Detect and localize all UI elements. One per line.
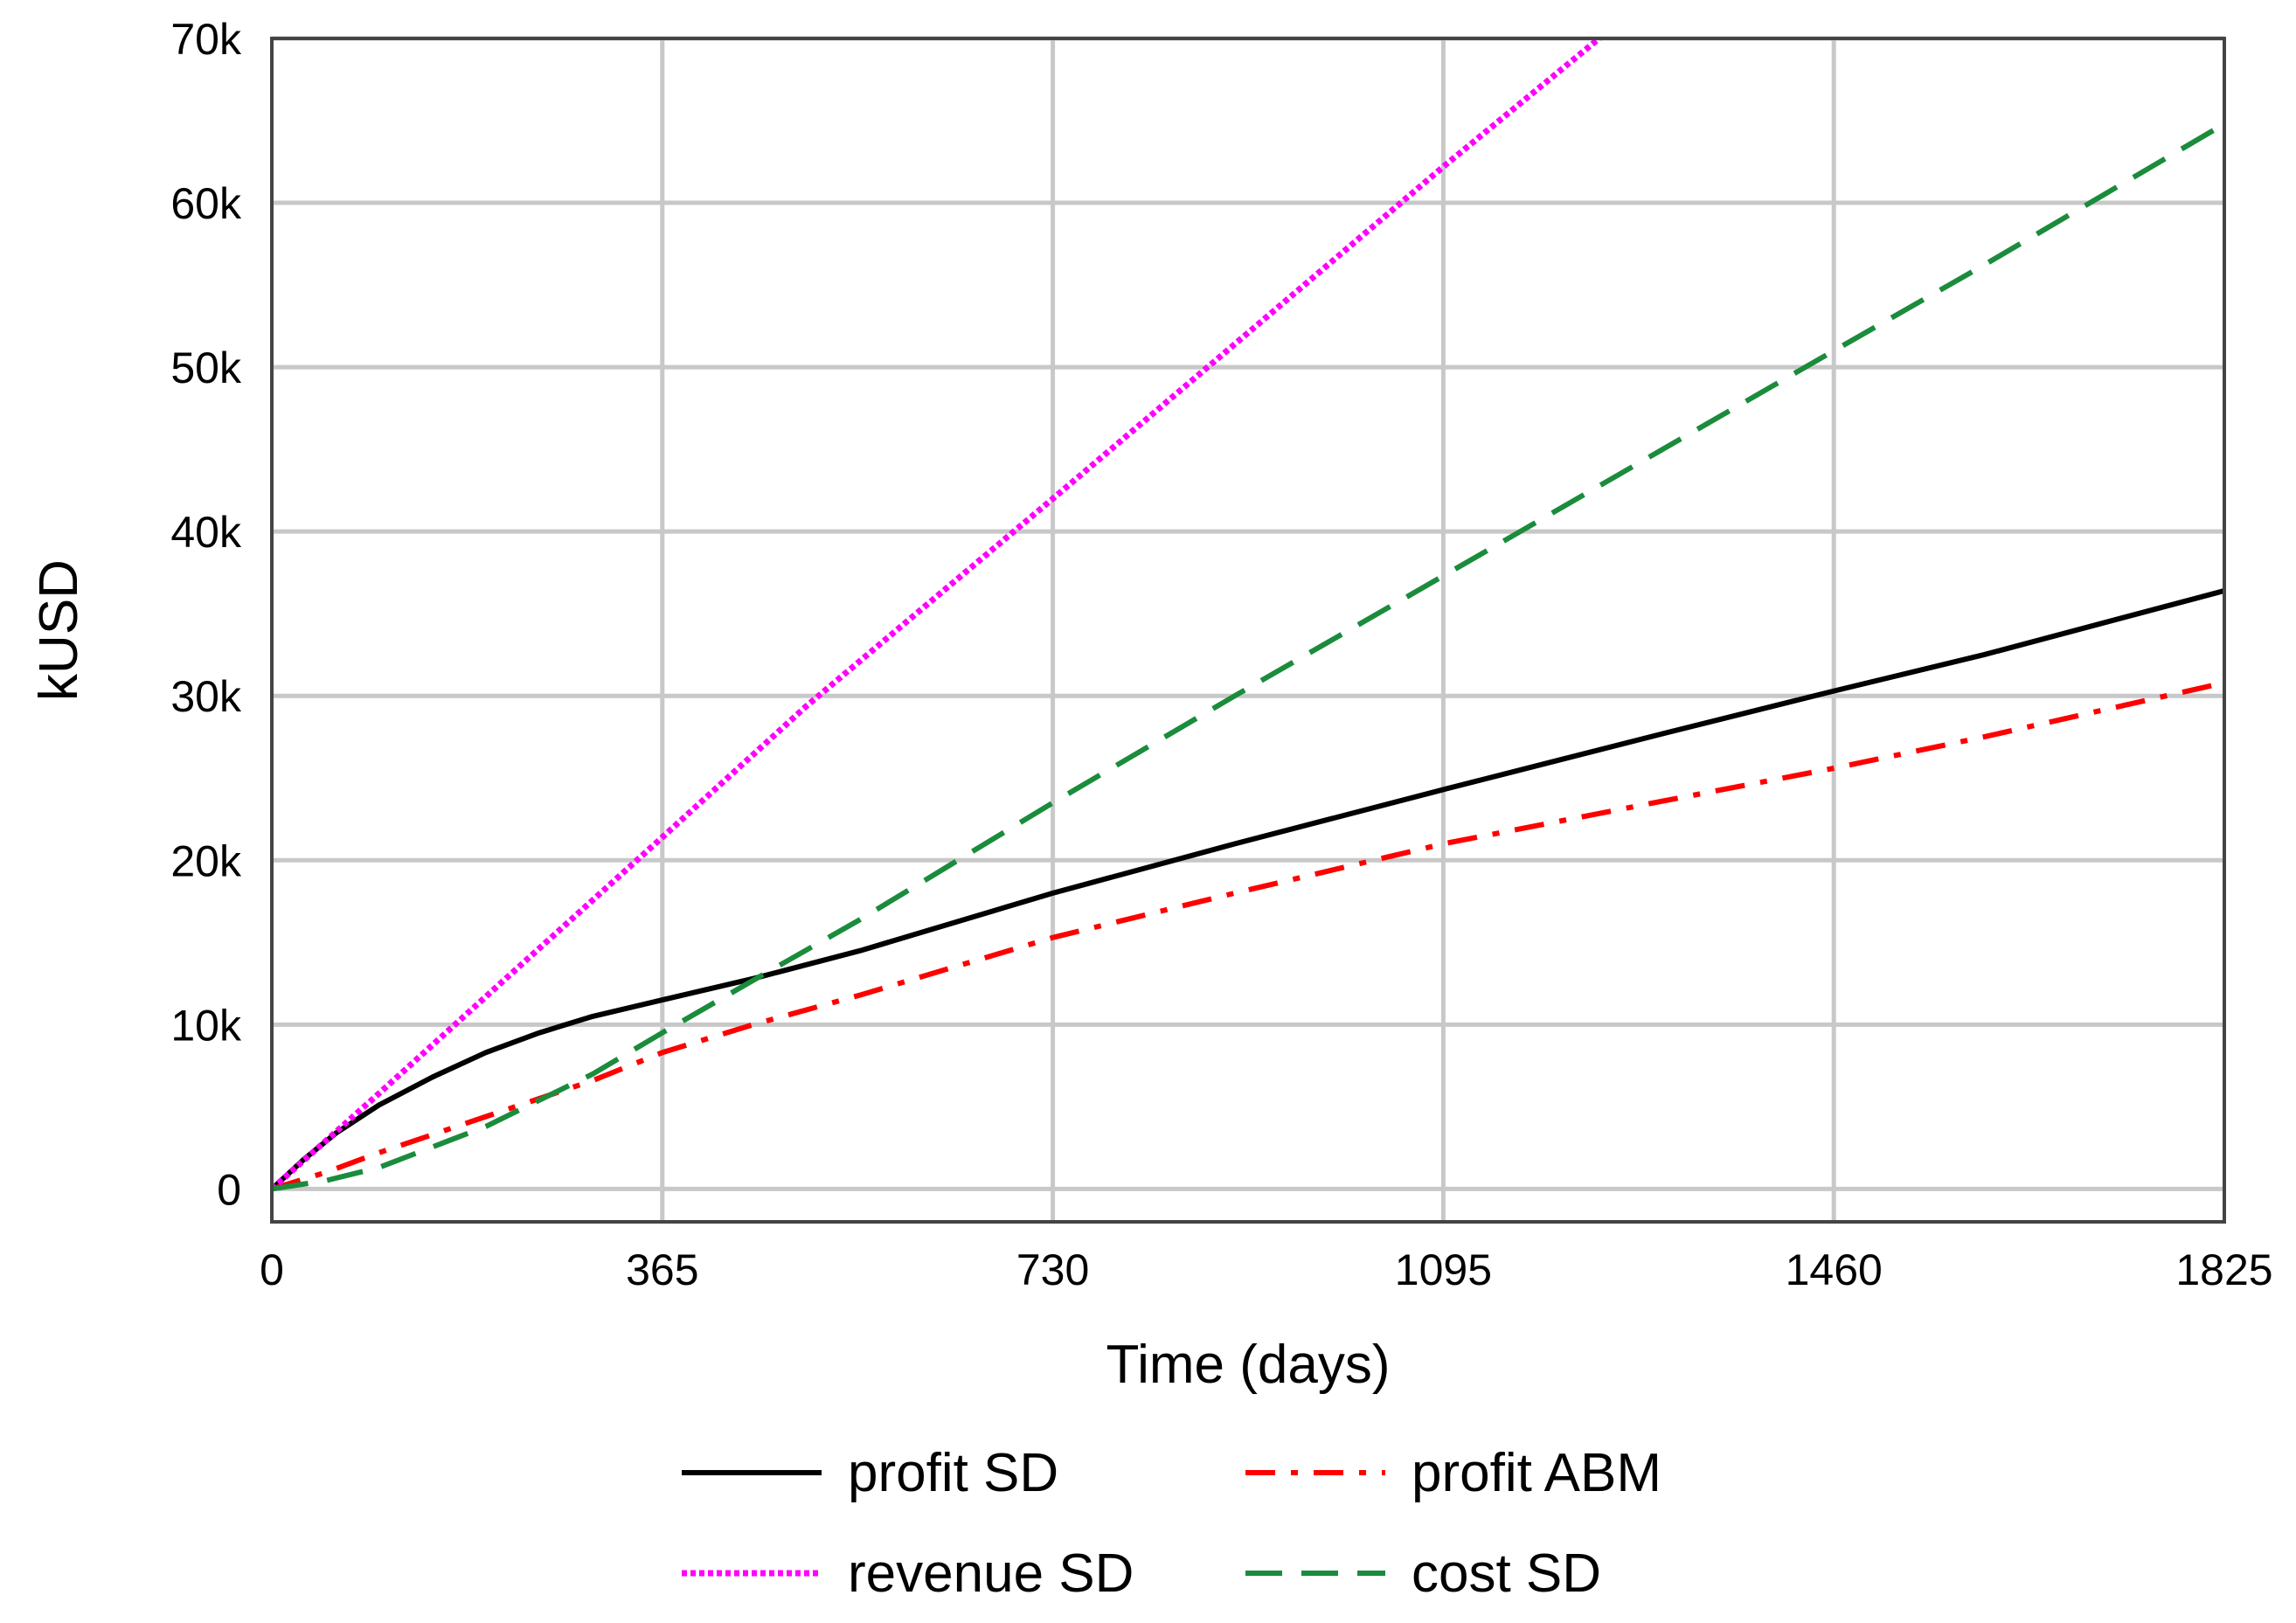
- series-line-3: [272, 121, 2224, 1192]
- plot-frame: [270, 37, 2226, 1224]
- y-tick-label: 50k: [170, 343, 242, 392]
- grid-lines: [272, 36, 2224, 1222]
- x-axis-title: Time (days): [1106, 1335, 1391, 1395]
- y-tick-label: 0: [217, 1165, 241, 1214]
- series-line-1: [272, 680, 2224, 1192]
- x-tick-label: 1825: [2175, 1245, 2272, 1294]
- y-tick-label: 40k: [170, 508, 242, 557]
- legend-label: profit SD: [848, 1443, 1058, 1503]
- y-tick-label: 60k: [170, 179, 242, 228]
- x-tick-label: 730: [1016, 1245, 1089, 1294]
- y-axis-tick-labels: 0 10k 20k 30k 40k 50k 60k 70k: [170, 15, 242, 1214]
- y-axis-title: kUSD: [29, 559, 89, 701]
- x-axis-tick-labels: 0 365 730 1095 1460 1825: [260, 1245, 2273, 1294]
- x-tick-label: 0: [260, 1245, 284, 1294]
- legend-label: revenue SD: [848, 1543, 1134, 1604]
- legend: profit SD profit ABM revenue SD cost SD: [682, 1443, 1661, 1604]
- x-tick-label: 1095: [1395, 1245, 1492, 1294]
- y-tick-label: 10k: [170, 1001, 242, 1050]
- x-tick-label: 365: [626, 1245, 698, 1294]
- y-tick-label: 70k: [170, 15, 242, 64]
- y-tick-label: 30k: [170, 672, 242, 721]
- series-line-2: [272, 38, 1605, 1192]
- series-line-0: [272, 588, 2224, 1191]
- legend-label: profit ABM: [1412, 1443, 1661, 1503]
- series-lines: [272, 38, 2224, 1192]
- x-tick-label: 1460: [1786, 1245, 1883, 1294]
- legend-label: cost SD: [1412, 1543, 1601, 1604]
- y-tick-label: 20k: [170, 836, 242, 885]
